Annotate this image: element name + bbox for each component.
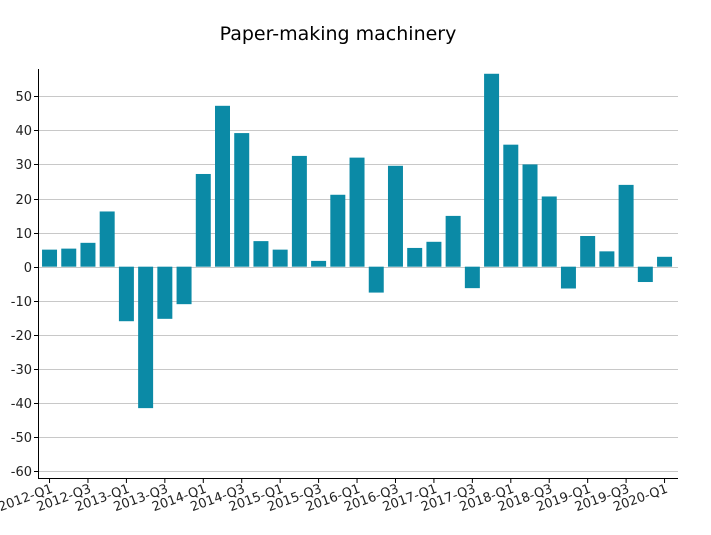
bar (118, 266, 134, 322)
y-tick-label: 10 (15, 227, 32, 242)
bar (311, 260, 327, 267)
bar (618, 184, 634, 267)
bar (215, 105, 230, 267)
y-tick-label: 20 (15, 193, 32, 208)
y-tick-label: 50 (15, 90, 32, 105)
bar (599, 251, 615, 267)
bar (484, 73, 500, 267)
bar (541, 196, 557, 267)
y-tick-label: 40 (15, 124, 32, 139)
bar (580, 236, 596, 267)
x-axis-ticks: 2012-Q12012-Q32013-Q12013-Q32014-Q12014-… (0, 478, 670, 515)
chart-title: Paper-making machinery (220, 23, 457, 45)
bar (657, 256, 673, 267)
bar (42, 249, 58, 267)
y-tick-label: -40 (11, 397, 32, 412)
bar (464, 266, 480, 289)
bar (253, 241, 269, 267)
bar (445, 215, 461, 267)
y-tick-label: -10 (11, 295, 32, 310)
bar (272, 249, 288, 267)
bar (195, 173, 211, 267)
bar (368, 266, 384, 293)
bar (349, 157, 365, 267)
bar (138, 266, 154, 409)
y-tick-label: -60 (11, 465, 32, 480)
bar (560, 266, 576, 289)
bar (637, 266, 653, 283)
bar (387, 165, 403, 267)
bar (234, 133, 250, 267)
y-tick-label: -20 (11, 329, 32, 344)
bar (330, 194, 346, 267)
gridlines (38, 96, 678, 472)
bar (426, 241, 442, 267)
bar (80, 242, 96, 267)
bars (42, 73, 673, 409)
bar (61, 248, 77, 267)
bar (407, 247, 423, 267)
bar (503, 144, 519, 267)
bar (157, 266, 173, 319)
y-tick-label: -30 (11, 363, 32, 378)
y-axis-ticks: 50 40 30 20 10 0 -10 -20 -30 -40 -50 -60 (11, 90, 38, 480)
y-tick-label: 0 (24, 261, 32, 276)
bar (522, 164, 538, 267)
bar (99, 211, 115, 267)
bar (291, 155, 307, 267)
bar (176, 266, 192, 305)
y-tick-label: 30 (15, 158, 32, 173)
y-tick-label: -50 (11, 431, 32, 446)
